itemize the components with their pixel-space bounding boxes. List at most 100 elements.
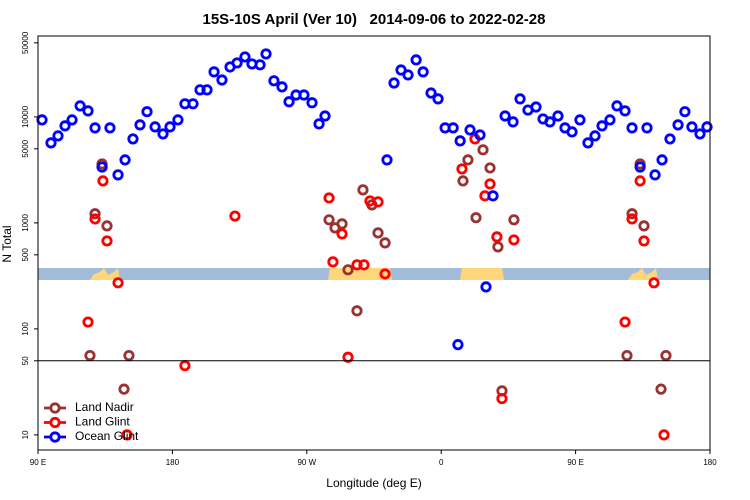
point xyxy=(656,154,668,166)
point xyxy=(480,281,492,293)
point xyxy=(611,100,623,112)
point xyxy=(372,227,384,239)
y-tick-label: 500 xyxy=(21,248,30,262)
point xyxy=(626,122,638,134)
point xyxy=(417,66,429,78)
x-tick-label: 180 xyxy=(703,458,717,467)
point xyxy=(141,106,153,118)
y-axis-label: N Total xyxy=(0,225,14,262)
point xyxy=(499,110,511,122)
y-tick-label: 50 xyxy=(21,356,30,365)
point xyxy=(672,119,684,131)
point xyxy=(641,122,653,134)
point xyxy=(701,121,713,133)
point xyxy=(634,175,646,187)
point xyxy=(323,192,335,204)
legend-marker xyxy=(49,402,61,414)
point xyxy=(283,96,295,108)
point xyxy=(456,163,468,175)
point xyxy=(121,429,133,441)
point xyxy=(379,237,391,249)
point xyxy=(582,137,594,149)
chart-title: 15S-10S April (Ver 10) 2014-09-06 to 202… xyxy=(203,11,546,28)
y-tick-label: 10 xyxy=(21,430,30,439)
point xyxy=(462,154,474,166)
point xyxy=(574,114,586,126)
point xyxy=(323,214,335,226)
point xyxy=(491,231,503,243)
x-tick-label: 90 W xyxy=(297,458,316,467)
point xyxy=(231,57,243,69)
x-tick-label: 90 E xyxy=(30,458,46,467)
point xyxy=(372,196,384,208)
y-tick-label: 1000 xyxy=(21,213,30,231)
point xyxy=(694,128,706,140)
x-tick-label: 90 E xyxy=(567,458,583,467)
point xyxy=(208,66,220,78)
point xyxy=(655,383,667,395)
point xyxy=(36,114,48,126)
point xyxy=(432,93,444,105)
point xyxy=(492,241,504,253)
point xyxy=(112,277,124,289)
point xyxy=(638,235,650,247)
legend-label: Ocean Glint xyxy=(75,429,139,443)
legend-marker xyxy=(49,431,61,443)
point xyxy=(82,316,94,328)
point xyxy=(357,184,369,196)
point xyxy=(626,208,638,220)
point xyxy=(260,48,272,60)
point xyxy=(89,122,101,134)
point xyxy=(660,349,672,362)
point xyxy=(596,120,608,132)
x-tick-label: 180 xyxy=(166,458,180,467)
point xyxy=(104,122,116,134)
point xyxy=(336,228,348,240)
point xyxy=(552,110,564,122)
legend-label: Land Nadir xyxy=(75,400,134,414)
point xyxy=(638,220,650,232)
point xyxy=(101,235,113,247)
point xyxy=(112,169,124,181)
point xyxy=(686,121,698,133)
point xyxy=(589,130,601,142)
point xyxy=(149,121,161,133)
land-mask xyxy=(90,268,658,280)
point xyxy=(395,64,407,76)
point xyxy=(358,259,370,271)
point xyxy=(425,87,437,99)
point xyxy=(336,218,348,230)
point xyxy=(470,212,482,224)
point xyxy=(477,144,489,156)
point xyxy=(342,264,354,276)
point xyxy=(52,130,64,142)
y-tick-label: 5000 xyxy=(21,139,30,157)
y-tick-label: 10000 xyxy=(21,105,30,128)
point xyxy=(474,129,486,141)
point xyxy=(97,175,109,187)
point xyxy=(566,126,578,138)
point xyxy=(648,277,660,289)
point xyxy=(626,213,638,225)
point xyxy=(508,214,520,226)
point xyxy=(89,208,101,220)
point xyxy=(268,75,280,87)
point xyxy=(388,77,400,89)
point xyxy=(410,54,422,66)
point xyxy=(634,161,646,173)
point xyxy=(239,51,251,63)
point xyxy=(544,116,556,128)
point xyxy=(89,213,101,225)
point xyxy=(379,268,391,280)
legend-label: Land Glint xyxy=(75,415,130,429)
point xyxy=(658,429,670,441)
x-axis-label: Longitude (deg E) xyxy=(326,476,421,490)
point xyxy=(484,178,496,190)
point xyxy=(119,154,131,166)
y-tick-label: 50000 xyxy=(21,31,30,54)
point xyxy=(454,135,466,147)
point xyxy=(342,351,354,363)
plot xyxy=(36,48,713,441)
point xyxy=(452,339,464,351)
